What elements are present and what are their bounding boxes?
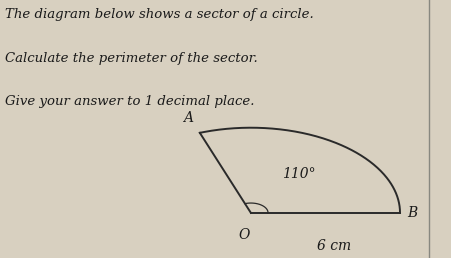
Text: 6 cm: 6 cm <box>317 239 351 253</box>
Text: Calculate the perimeter of the sector.: Calculate the perimeter of the sector. <box>5 52 257 64</box>
Text: B: B <box>406 206 416 220</box>
Text: A: A <box>183 111 193 125</box>
Text: 110°: 110° <box>282 167 315 181</box>
Text: O: O <box>238 228 249 242</box>
Text: The diagram below shows a sector of a circle.: The diagram below shows a sector of a ci… <box>5 8 313 21</box>
Text: Give your answer to 1 decimal place.: Give your answer to 1 decimal place. <box>5 95 253 108</box>
